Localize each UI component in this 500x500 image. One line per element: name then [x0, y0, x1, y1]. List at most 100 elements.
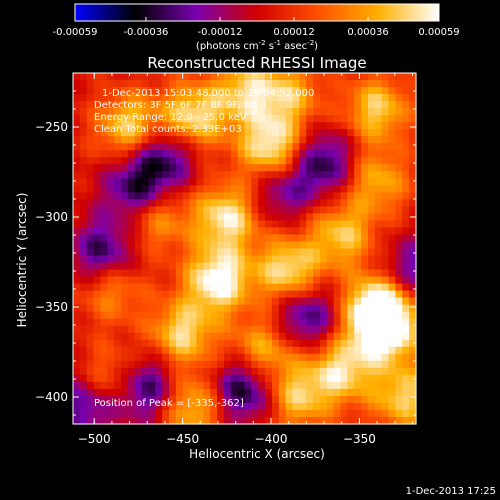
heatmap-cell — [93, 367, 102, 376]
heatmap-cell — [196, 367, 204, 376]
heatmap-cell — [340, 311, 348, 320]
heatmap-cell — [175, 262, 184, 271]
heatmap-cell — [278, 87, 287, 95]
heatmap-cell — [258, 129, 266, 137]
heatmap-cell — [182, 80, 191, 88]
heatmap-cell — [141, 409, 150, 418]
heatmap-cell — [319, 248, 328, 257]
heatmap-cell — [162, 185, 170, 193]
heatmap-cell — [395, 227, 403, 236]
heatmap-cell — [409, 136, 417, 144]
heatmap-cell — [271, 150, 280, 158]
heatmap-cell — [333, 101, 342, 109]
heatmap-cell — [299, 157, 307, 165]
heatmap-cell — [278, 318, 287, 327]
heatmap-cell — [299, 150, 307, 158]
heatmap-cell — [251, 318, 259, 327]
heatmap-cell — [107, 276, 115, 285]
heatmap-cell — [100, 290, 108, 299]
heatmap-cell — [141, 164, 150, 172]
heatmap-cell — [244, 213, 252, 222]
heatmap-cell — [271, 339, 280, 348]
heatmap-cell — [354, 199, 362, 207]
heatmap-cell — [162, 94, 170, 102]
heatmap-cell — [361, 367, 369, 376]
heatmap-cell — [169, 73, 177, 81]
heatmap-cell — [155, 283, 163, 292]
heatmap-cell — [148, 87, 156, 95]
heatmap-cell — [217, 339, 225, 348]
heatmap-cell — [148, 325, 156, 334]
heatmap-cell — [121, 241, 129, 250]
heatmap-cell — [402, 283, 410, 292]
heatmap-cell — [114, 227, 122, 236]
heatmap-cell — [292, 164, 300, 172]
heatmap-cell — [175, 122, 184, 130]
heatmap-cell — [381, 311, 390, 320]
heatmap-cell — [395, 248, 403, 257]
heatmap-cell — [347, 73, 355, 81]
heatmap-cell — [361, 87, 369, 95]
heatmap-cell — [182, 129, 191, 137]
heatmap-cell — [86, 87, 95, 95]
heatmap-cell — [203, 87, 211, 95]
heatmap-cell — [244, 178, 252, 186]
heatmap-cell — [354, 129, 362, 137]
heatmap-cell — [388, 402, 397, 411]
heatmap-cell — [347, 360, 355, 369]
heatmap-cell — [182, 206, 191, 214]
heatmap-cell — [141, 115, 150, 123]
heatmap-cell — [326, 304, 335, 313]
heatmap-cell — [326, 409, 335, 418]
heatmap-cell — [381, 353, 390, 362]
heatmap-cell — [340, 129, 348, 137]
heatmap-cell — [210, 220, 218, 229]
heatmap-cell — [326, 318, 335, 327]
heatmap-cell — [292, 234, 300, 243]
heatmap-cell — [367, 185, 376, 193]
heatmap-cell — [217, 164, 225, 172]
heatmap-cell — [278, 290, 287, 299]
heatmap-cell — [395, 108, 403, 116]
heatmap-cell — [79, 297, 88, 306]
heatmap-cell — [285, 227, 294, 236]
heatmap-cell — [162, 269, 170, 278]
heatmap-cell — [333, 94, 342, 102]
heatmap-cell — [79, 227, 88, 236]
heatmap-cell — [361, 304, 369, 313]
heatmap-cell — [265, 101, 273, 109]
heatmap-cell — [319, 388, 328, 397]
heatmap-cell — [306, 304, 314, 313]
heatmap-cell — [367, 178, 376, 186]
heatmap-cell — [93, 297, 102, 306]
heatmap-cell — [367, 115, 376, 123]
heatmap-cell — [381, 304, 390, 313]
heatmap-cell — [409, 143, 417, 151]
heatmap-cell — [148, 115, 156, 123]
heatmap-cell — [223, 94, 232, 102]
heatmap-cell — [388, 311, 397, 320]
heatmap-cell — [127, 241, 136, 250]
heatmap-cell — [230, 80, 239, 88]
heatmap-cell — [333, 115, 342, 123]
heatmap-cell — [333, 318, 342, 327]
heatmap-cell — [313, 269, 321, 278]
heatmap-cell — [278, 241, 287, 250]
heatmap-cell — [285, 339, 294, 348]
heatmap-cell — [313, 101, 321, 109]
heatmap-cell — [148, 269, 156, 278]
heatmap-cell — [182, 94, 191, 102]
heatmap-cell — [292, 360, 300, 369]
y-tick-label: −350 — [35, 300, 68, 314]
heatmap-cell — [374, 185, 383, 193]
heatmap-cell — [340, 332, 348, 341]
heatmap-cell — [374, 213, 383, 222]
heatmap-cell — [306, 416, 314, 425]
heatmap-cell — [258, 206, 266, 214]
heatmap-cell — [361, 290, 369, 299]
heatmap-cell — [93, 73, 102, 81]
heatmap-cell — [230, 276, 239, 285]
heatmap-cell — [114, 150, 122, 158]
heatmap-cell — [182, 87, 191, 95]
heatmap-cell — [155, 115, 163, 123]
